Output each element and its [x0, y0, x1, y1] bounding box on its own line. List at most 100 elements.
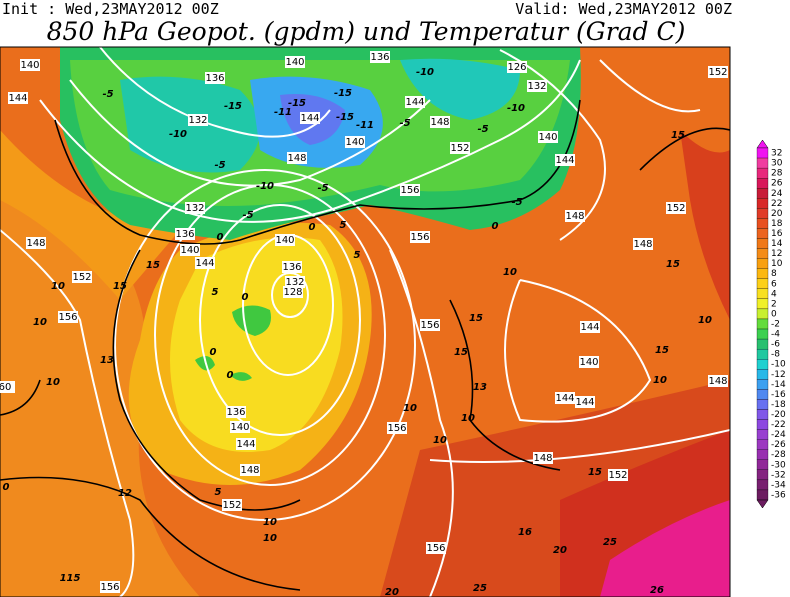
colorbar-label: 12: [771, 249, 782, 259]
temperature-label: 5: [212, 287, 219, 298]
colorbar-swatch: [756, 399, 769, 410]
colorbar-arrow-bottom: [756, 499, 769, 509]
geopotential-label-box: [285, 56, 305, 68]
geopotential-label: 152: [666, 203, 685, 214]
geopotential-label: 140: [180, 245, 199, 256]
geopotential-label: 136: [175, 229, 194, 240]
colorbar-label: -26: [771, 440, 786, 450]
temperature-label: 15: [666, 259, 680, 270]
colorbar-arrow-top: [756, 139, 769, 149]
temperature-label: -5: [102, 89, 113, 100]
geopotential-label-box: [0, 381, 15, 393]
map-frame: [0, 46, 731, 597]
geopotential-label-box: [507, 61, 527, 73]
temperature-label: -5: [317, 183, 328, 194]
temperature-label: -15: [334, 88, 352, 99]
geopotential-label-box: [420, 319, 440, 331]
temperature-label: 25: [603, 537, 617, 548]
temperature-label: 0: [227, 370, 234, 381]
geopotential-label-box: [538, 131, 558, 143]
colorbar-swatch: [756, 419, 769, 430]
geopotential-label-box: [555, 154, 575, 166]
geopotential-label: 148: [287, 153, 306, 164]
valid-time: Valid: Wed,23MAY2012 00Z: [515, 0, 732, 18]
geopotential-label: 148: [708, 376, 727, 387]
temperature-label: 15: [113, 281, 127, 292]
geopotential-label-box: [72, 271, 92, 283]
temperature-label: 16: [518, 527, 532, 538]
colorbar-label: -30: [771, 460, 786, 470]
colorbar-label: -2: [771, 320, 780, 330]
geopotential-label-box: [275, 234, 295, 246]
temperature-label: -11: [274, 107, 292, 118]
colorbar-label: -14: [771, 380, 786, 390]
geopotential-label: 140: [285, 57, 304, 68]
temperature-label: 12: [118, 488, 132, 499]
geopotential-label: 136: [370, 52, 389, 63]
colorbar-swatch: [756, 469, 769, 481]
colorbar-swatch: [756, 449, 769, 460]
colorbar-swatch: [756, 429, 769, 440]
geopotential-label-box: [175, 228, 195, 240]
colorbar-swatch: [756, 298, 769, 310]
temperature-label: -10: [416, 67, 434, 78]
geopotential-label-box: [100, 581, 120, 593]
temperature-label: 10: [33, 317, 47, 328]
temperature-label: 0: [492, 221, 499, 232]
temperature-label: 10: [46, 377, 60, 388]
colorbar-label: -28: [771, 450, 786, 460]
geopotential-label: 148: [565, 211, 584, 222]
colorbar-swatch: [756, 328, 769, 340]
geopotential-label-box: [430, 116, 450, 128]
temperature-label: -15: [224, 101, 242, 112]
geopotential-label-box: [58, 311, 78, 323]
colorbar-swatch: [756, 409, 769, 420]
colorbar-swatch: [756, 369, 769, 380]
colorbar-label: 6: [771, 279, 777, 289]
geopotential-label: 140: [20, 60, 39, 71]
geopotential-label-box: [565, 210, 585, 222]
colorbar-swatch: [756, 318, 769, 330]
temperature-label: 15: [454, 347, 468, 358]
temperature-label: -15: [336, 112, 354, 123]
temperature-label: 15: [588, 467, 602, 478]
temperature-label: 25: [473, 583, 487, 594]
geopotential-label: 156: [387, 423, 406, 434]
temperature-label: 20: [385, 587, 399, 597]
temperature-label: 0: [210, 347, 217, 358]
temperature-label: 10: [263, 517, 277, 528]
colorbar-label: 2: [771, 299, 777, 309]
geopotential-label-box: [533, 452, 553, 464]
temperature-label: 10: [51, 281, 65, 292]
colorbar-swatch: [756, 348, 769, 360]
geopotential-label: 152: [72, 272, 91, 283]
colorbar-swatch: [756, 479, 769, 491]
geopotential-label: 148: [633, 239, 652, 250]
geopotential-label: 148: [26, 238, 45, 249]
geopotential-label: 140: [230, 422, 249, 433]
temperature-label: 15: [671, 130, 685, 141]
colorbar-label: 22: [771, 199, 782, 209]
colorbar-label: 8: [771, 269, 777, 279]
temperature-label: -10: [169, 129, 187, 140]
geopotential-label: 148: [533, 453, 552, 464]
colorbar-label: -34: [771, 480, 786, 490]
colorbar-label: -10: [771, 360, 786, 370]
geopotential-label: 152: [222, 500, 241, 511]
temperature-label: 0: [242, 292, 249, 303]
init-time: Init : Wed,23MAY2012 00Z: [2, 0, 219, 18]
colorbar-label: 32: [771, 149, 782, 159]
geopotential-label-box: [188, 114, 208, 126]
temperature-label: 0: [217, 232, 224, 243]
colorbar-label: -32: [771, 470, 786, 480]
geopotential-label-box: [20, 59, 40, 71]
geopotential-label-box: [410, 231, 430, 243]
geopotential-label: 140: [538, 132, 557, 143]
geopotential-label-box: [579, 356, 599, 368]
geopotential-label: 156: [426, 543, 445, 554]
colorbar-swatch: [756, 178, 769, 189]
colorbar-label: 10: [771, 259, 783, 269]
geopotential-label-box: [26, 237, 46, 249]
geopotential-label-box: [527, 80, 547, 92]
geopotential-label: 144: [300, 113, 319, 124]
